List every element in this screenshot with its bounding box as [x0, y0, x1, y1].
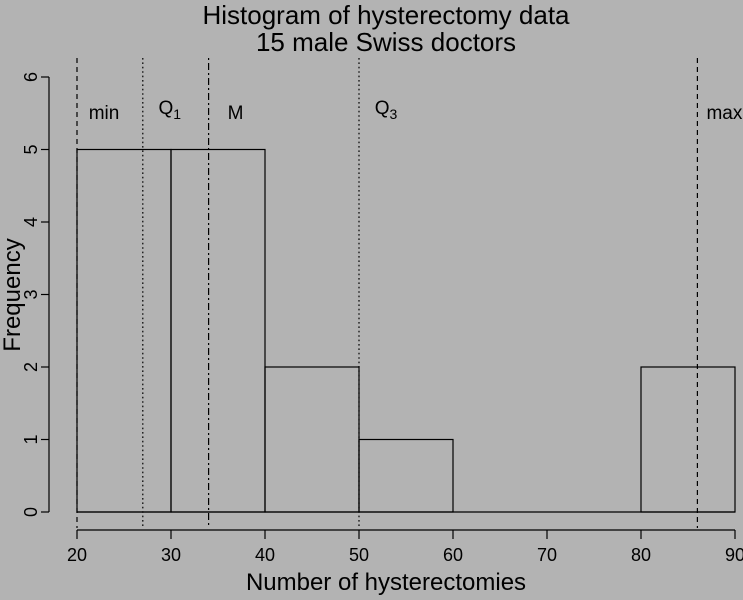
y-tick-label: 3 [21, 289, 41, 299]
max-marker-label: max [706, 103, 742, 124]
histogram-bar [170, 148, 266, 513]
chart-subtitle: 15 male Swiss doctors [256, 27, 516, 57]
q3-marker-subscript: 3 [389, 106, 397, 122]
x-tick-label: 80 [631, 545, 651, 565]
y-tick-label: 2 [21, 362, 41, 372]
q1-marker-subscript: 1 [173, 106, 181, 122]
y-axis-label: Frequency [0, 238, 26, 351]
histogram-bar [76, 148, 172, 513]
chart-title: Histogram of hysterectomy data [202, 0, 570, 30]
histogram-bar [264, 366, 360, 513]
y-tick-label: 1 [21, 434, 41, 444]
x-tick-label: 90 [725, 545, 743, 565]
x-tick-label: 20 [67, 545, 87, 565]
x-tick-label: 50 [349, 545, 369, 565]
y-tick-label: 4 [21, 217, 41, 227]
histogram-bar [358, 438, 454, 513]
y-tick-label: 6 [21, 72, 41, 82]
plot-layer: 0 1 2 3 4 5 6 20 30 40 50 60 70 80 90 min Q1 M Q3 max [21, 58, 743, 565]
y-tick-label: 0 [21, 507, 41, 517]
histogram-bar [640, 366, 736, 513]
median-marker-label: M [228, 103, 244, 124]
q1-marker-label: Q1 [159, 98, 182, 122]
q3-marker-label: Q3 [375, 98, 398, 122]
x-axis-label: Number of hysterectomies [246, 569, 526, 596]
x-tick-label: 60 [443, 545, 463, 565]
x-tick-label: 40 [255, 545, 275, 565]
min-marker-label: min [89, 103, 120, 124]
x-tick-label: 30 [161, 545, 181, 565]
x-tick-label: 70 [537, 545, 557, 565]
y-tick-label: 5 [21, 144, 41, 154]
